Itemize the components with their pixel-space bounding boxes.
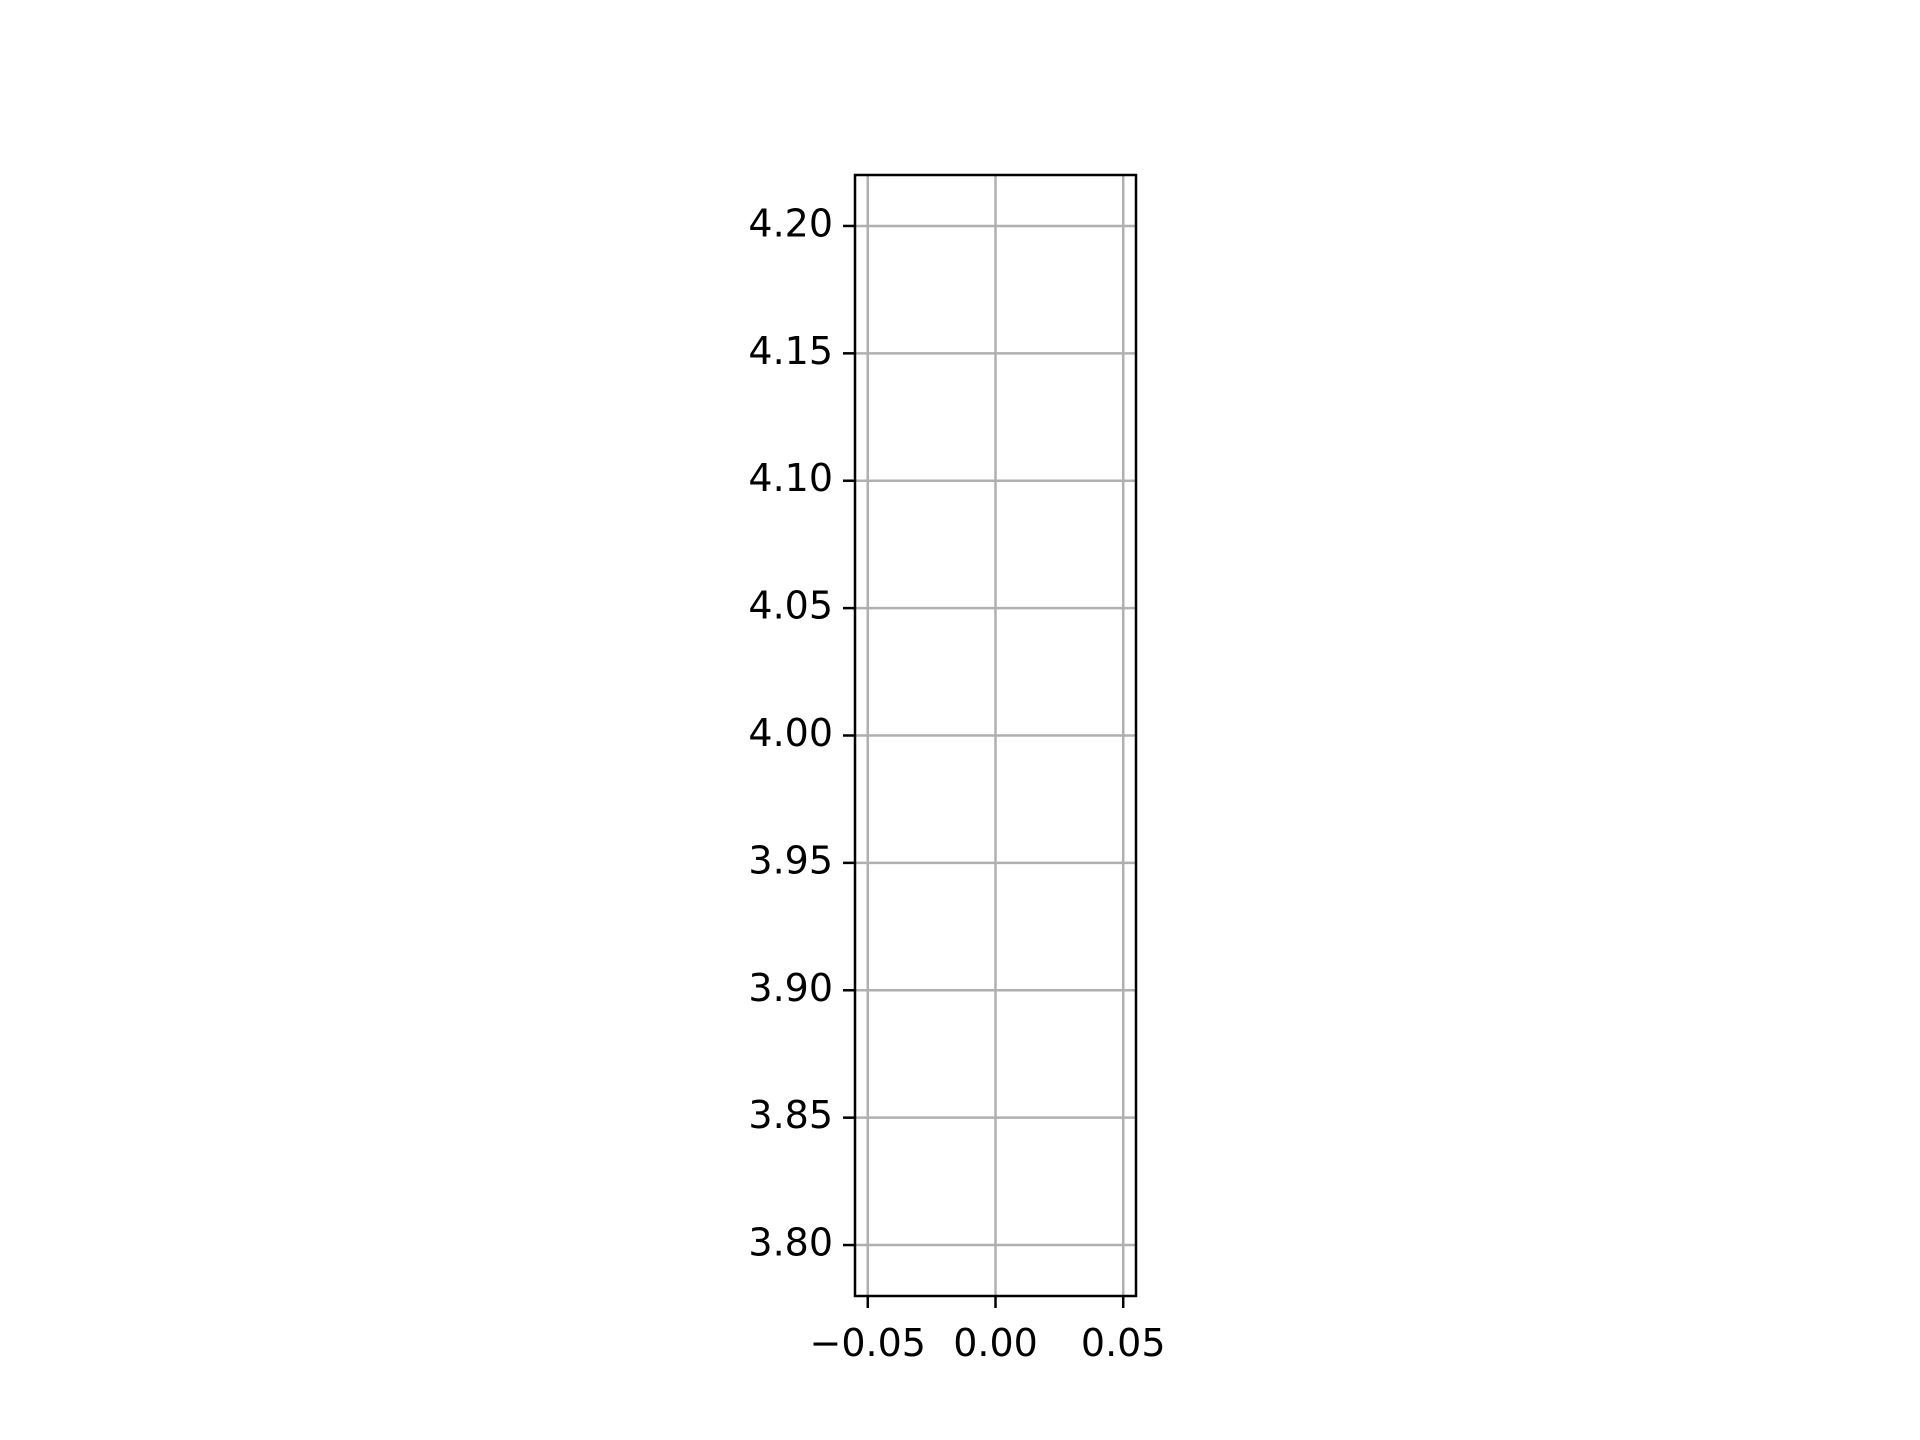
grid-lines (855, 175, 1136, 1296)
y-tick-label: 3.95 (748, 838, 833, 882)
y-tick-label: 4.00 (748, 711, 833, 755)
axis-ticks (843, 224, 1125, 1308)
x-tick-label: −0.05 (810, 1321, 926, 1365)
y-tick-label: 3.85 (748, 1093, 833, 1137)
y-tick-label: 3.80 (748, 1221, 833, 1265)
y-tick-label: 4.20 (748, 201, 833, 245)
x-tick-label: 0.05 (1081, 1321, 1166, 1365)
y-tick-label: 4.15 (748, 329, 833, 373)
y-tick-label: 3.90 (748, 966, 833, 1010)
y-tick-label: 4.05 (748, 584, 833, 628)
tick-labels: −0.05 0.00 0.05 3.80 3.85 3.90 3.95 4.00 4.05 4.1… (748, 201, 1165, 1365)
x-tick-label: 0.00 (953, 1321, 1038, 1365)
y-tick-label: 4.10 (748, 456, 833, 500)
